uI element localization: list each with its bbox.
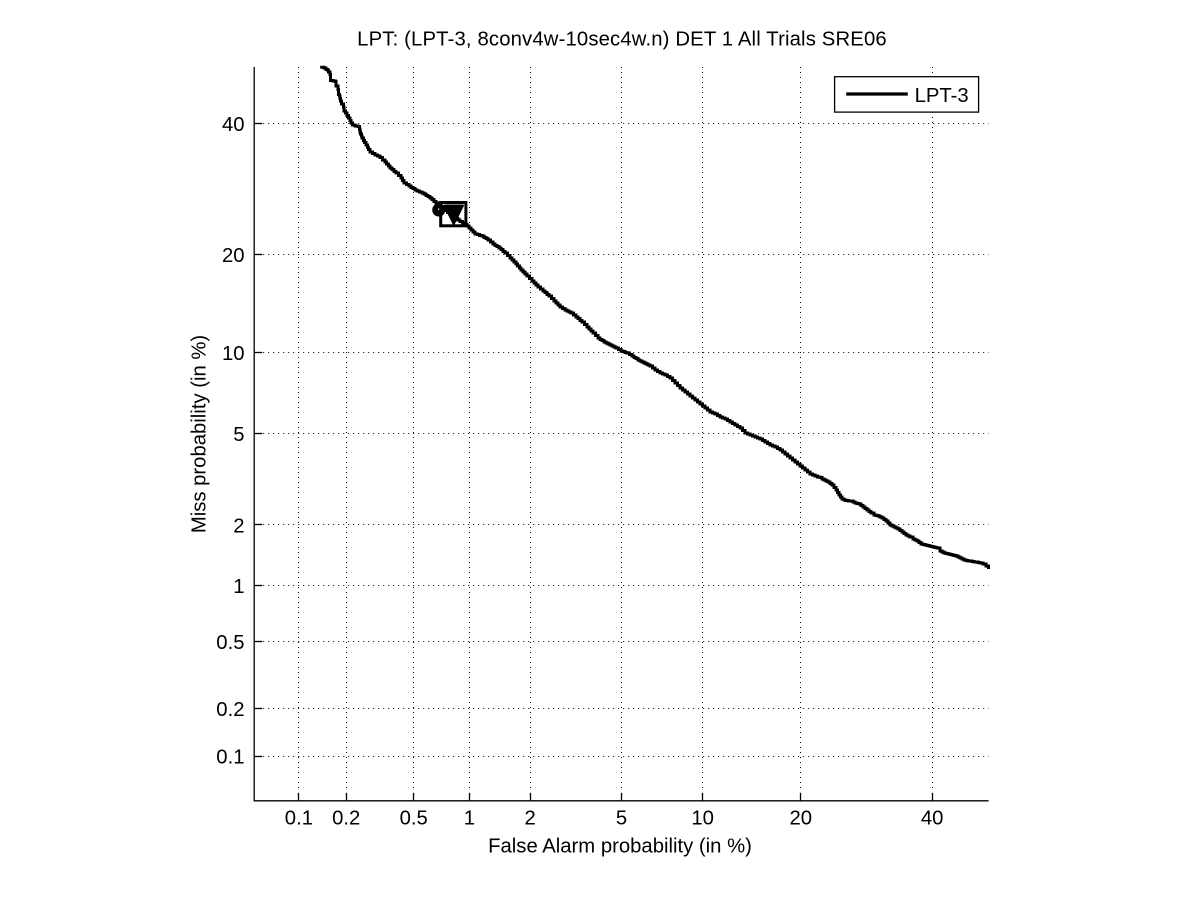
svg-text:0.2: 0.2: [332, 808, 360, 830]
svg-text:LPT: (LPT-3, 8conv4w-10sec4w.n: LPT: (LPT-3, 8conv4w-10sec4w.n) DET 1 Al…: [357, 28, 887, 50]
svg-text:10: 10: [691, 808, 714, 830]
svg-text:False Alarm probability (in %): False Alarm probability (in %): [488, 836, 752, 858]
svg-text:20: 20: [222, 245, 245, 267]
svg-text:40: 40: [921, 808, 944, 830]
svg-text:2: 2: [233, 515, 244, 537]
svg-text:2: 2: [525, 808, 536, 830]
svg-text:0.5: 0.5: [400, 808, 428, 830]
svg-text:20: 20: [790, 808, 813, 830]
svg-text:Miss probability (in %): Miss probability (in %): [189, 335, 211, 533]
svg-text:LPT-3: LPT-3: [915, 85, 969, 107]
svg-text:5: 5: [616, 808, 627, 830]
svg-text:0.5: 0.5: [216, 632, 244, 654]
svg-text:1: 1: [464, 808, 475, 830]
svg-text:40: 40: [222, 114, 245, 136]
svg-text:10: 10: [222, 343, 245, 365]
svg-text:0.2: 0.2: [216, 699, 244, 721]
svg-text:5: 5: [233, 424, 244, 446]
svg-text:0.1: 0.1: [285, 808, 313, 830]
svg-text:1: 1: [233, 576, 244, 598]
svg-text:0.1: 0.1: [216, 747, 244, 769]
